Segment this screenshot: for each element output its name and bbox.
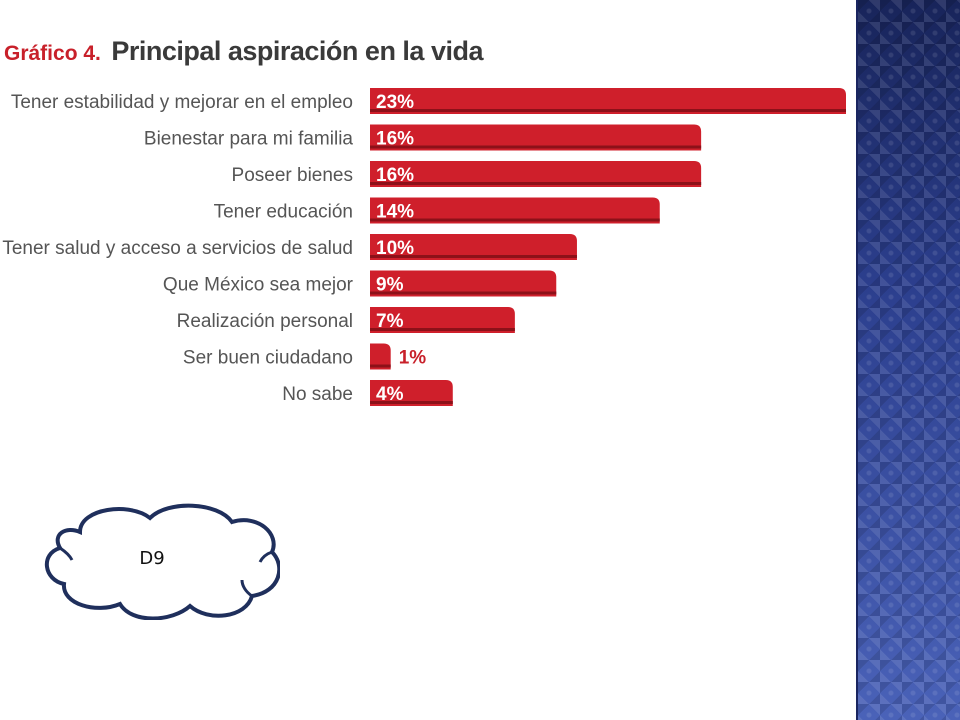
bar-stripe [370,109,846,112]
category-label: Ser buen ciudadano [183,348,353,369]
bar [370,380,453,406]
bar-row: Ser buen ciudadano 1% [183,343,427,370]
bar [370,307,515,333]
bar [370,197,660,224]
bar-stripe [370,218,660,222]
value-label: 9% [376,275,404,296]
bar-stripe [370,291,557,295]
chart-title-prefix: Gráfico 4. [4,42,101,65]
bar-row: Tener estabilidad y mejorar en el empleo… [11,88,846,114]
category-label: Bienestar para mi familia [144,129,354,150]
bar-row: Poseer bienes 16% [232,161,702,187]
bar-stripe [370,255,577,258]
decorative-side-band [856,0,960,720]
value-label: 1% [399,348,427,369]
bar [370,270,557,297]
bar [370,161,702,187]
bar-chart: Tener estabilidad y mejorar en el empleo… [2,88,846,406]
bar-stripe [370,182,702,185]
value-label: 4% [376,384,404,405]
value-label: 14% [376,202,414,223]
bar [370,234,577,260]
chart-title-main: Principal aspiración en la vida [111,36,483,66]
cloud-callout-shape [44,503,280,620]
bar-row: Realización personal 7% [177,307,515,333]
category-label: Tener estabilidad y mejorar en el empleo [11,92,353,113]
category-label: Que México sea mejor [163,275,354,296]
value-label: 16% [376,129,414,150]
cloud-callout-label: D9 [139,548,165,569]
value-label: 7% [376,311,404,332]
bar-stripe [370,328,515,331]
bar-stripe [370,145,702,149]
category-label: Tener salud y acceso a servicios de salu… [2,238,353,259]
bar [370,124,702,151]
bar [370,88,846,114]
category-label: Poseer bienes [232,165,353,186]
bar-row: No sabe 4% [282,380,453,406]
category-label: Tener educación [214,202,353,223]
category-label: Realización personal [177,311,353,332]
bar-stripe [370,401,453,404]
bar-stripe [370,364,391,368]
chart-title: Gráfico 4. Principal aspiración en la vi… [4,36,483,70]
value-label: 10% [376,238,414,259]
bar-row: Tener educación 14% [214,197,660,224]
bar-row: Tener salud y acceso a servicios de salu… [2,234,577,260]
value-label: 16% [376,165,414,186]
bar-row: Que México sea mejor 9% [163,270,557,297]
bar-row: Bienestar para mi familia 16% [144,124,702,151]
value-label: 23% [376,92,414,113]
category-label: No sabe [282,384,353,405]
bar [370,343,391,370]
